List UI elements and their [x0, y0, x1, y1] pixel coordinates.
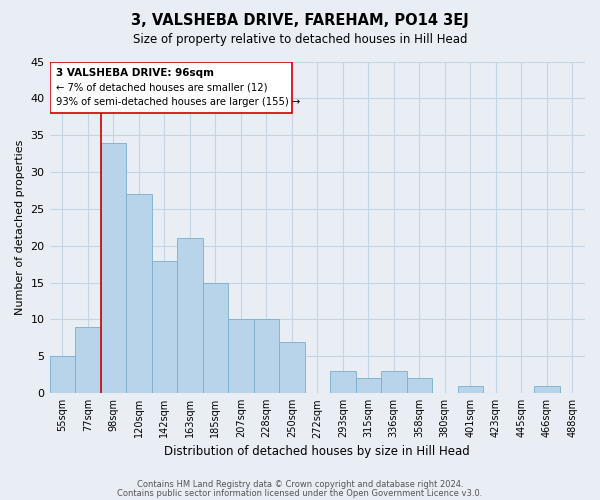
Text: 3, VALSHEBA DRIVE, FAREHAM, PO14 3EJ: 3, VALSHEBA DRIVE, FAREHAM, PO14 3EJ	[131, 12, 469, 28]
Bar	[279, 342, 305, 393]
Bar	[534, 386, 560, 393]
X-axis label: Distribution of detached houses by size in Hill Head: Distribution of detached houses by size …	[164, 444, 470, 458]
Bar	[330, 371, 356, 393]
Bar	[203, 282, 228, 393]
Text: 93% of semi-detached houses are larger (155) →: 93% of semi-detached houses are larger (…	[56, 97, 301, 107]
Text: Contains HM Land Registry data © Crown copyright and database right 2024.: Contains HM Land Registry data © Crown c…	[137, 480, 463, 489]
Bar	[126, 194, 152, 393]
Bar	[356, 378, 381, 393]
Bar	[152, 260, 177, 393]
Text: Size of property relative to detached houses in Hill Head: Size of property relative to detached ho…	[133, 32, 467, 46]
Bar	[381, 371, 407, 393]
Text: ← 7% of detached houses are smaller (12): ← 7% of detached houses are smaller (12)	[56, 82, 268, 92]
FancyBboxPatch shape	[50, 62, 292, 113]
Bar	[177, 238, 203, 393]
Bar	[75, 327, 101, 393]
Bar	[254, 320, 279, 393]
Bar	[101, 142, 126, 393]
Y-axis label: Number of detached properties: Number of detached properties	[15, 140, 25, 315]
Text: 3 VALSHEBA DRIVE: 96sqm: 3 VALSHEBA DRIVE: 96sqm	[56, 68, 214, 78]
Text: Contains public sector information licensed under the Open Government Licence v3: Contains public sector information licen…	[118, 488, 482, 498]
Bar	[50, 356, 75, 393]
Bar	[458, 386, 483, 393]
Bar	[407, 378, 432, 393]
Bar	[228, 320, 254, 393]
